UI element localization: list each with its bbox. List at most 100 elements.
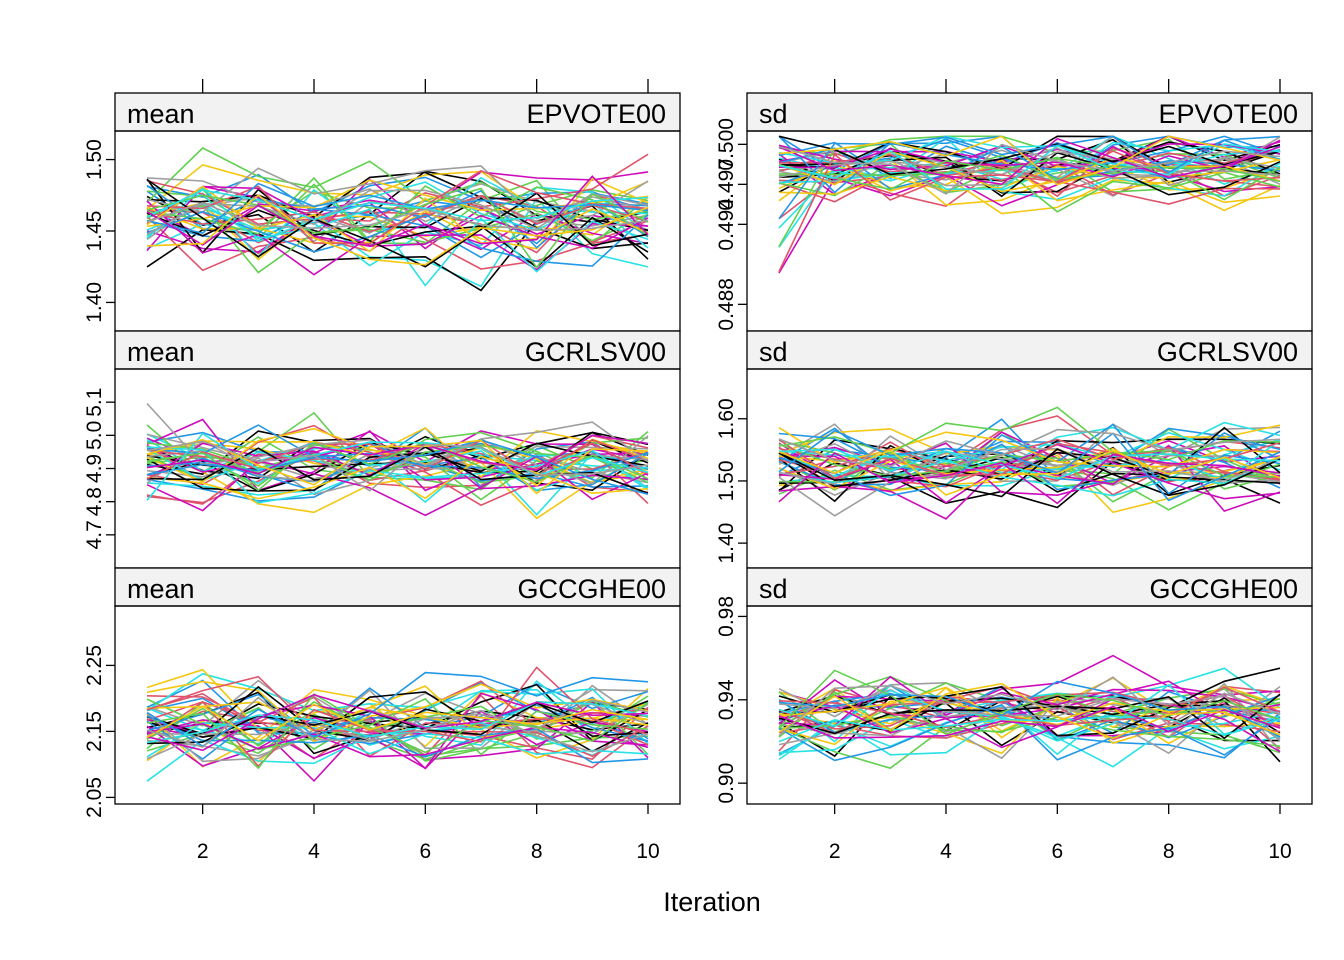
series-line [146,696,649,753]
series-line [778,715,1281,743]
series-group [778,135,1281,274]
series-line [778,143,1281,195]
x-tick-label: 10 [1268,840,1291,863]
panel-mean-epvote00: mean EPVOTE00 1.40 1.45 1.50 [83,79,681,332]
y-tick-label: 4.9 [83,454,106,483]
panel-frame [746,605,1313,805]
strip-stat-label: sd [759,337,788,367]
series-group [778,654,1281,770]
series-group [778,406,1281,520]
x-axis-label: Iteration [663,887,761,917]
strip-stat-label: sd [759,574,788,604]
y-tick-label: 0.90 [715,763,738,804]
series-line [778,158,1281,204]
y-tick-label: 1.60 [715,398,738,439]
series-line [146,189,649,222]
strip-mean-gccghe00 [114,567,681,607]
series-line [778,150,1281,272]
y-tick-label: 0.497 [715,158,738,211]
y-tick-label: 1.50 [715,461,738,502]
series-line [778,452,1281,505]
strip-stat-label: mean [127,337,195,367]
series-line [146,442,649,492]
series-line [146,685,649,742]
series-line [146,178,649,268]
series-line [146,722,649,758]
series-line [146,671,649,748]
y-tick-label: 5.0 [83,421,106,450]
series-line [146,446,649,504]
series-line [778,427,1281,468]
series-line [146,187,649,269]
series-line [778,676,1281,737]
y-tick-label: 2.05 [83,777,106,818]
series-line [146,182,649,234]
strip-variable-label: EPVOTE00 [526,99,666,129]
series-line [778,693,1281,721]
y-tick-label: 0.488 [715,278,738,331]
series-line [146,694,649,752]
x-tick-label: 2 [197,840,209,863]
series-line [778,157,1281,191]
series-line [146,169,649,245]
y-tick-label: 2.25 [83,645,106,686]
series-line [778,448,1281,498]
strip-stat-label: mean [127,574,195,604]
series-line [146,703,649,742]
panel-sd-gccghe00: sd GCCGHE00 0.90 0.94 0.98 [715,567,1313,805]
strip-mean-epvote00 [114,92,681,132]
series-line [778,443,1281,478]
panel-grid: mean EPVOTE00 1.40 1.45 1.50 sd EPVOTE00 0.488 0… [83,79,1313,818]
strip-sd-gcrlsv00 [746,330,1313,370]
strip-variable-label: GCCGHE00 [1149,574,1298,604]
y-tick-label: 4.8 [83,487,106,516]
series-line [778,431,1281,478]
series-line [778,143,1281,191]
x-tick-label: 6 [419,840,431,863]
strip-sd-gccghe00 [746,567,1313,607]
y-tick-label: 1.50 [83,139,106,180]
x-tick-label: 8 [531,840,543,863]
y-tick-label: 0.494 [715,198,738,251]
y-tick-label: 0.94 [715,679,738,720]
y-tick-label: 1.45 [83,211,106,252]
series-line [778,703,1281,762]
series-line [778,448,1281,480]
y-tick-label: 4.7 [83,520,106,549]
series-line [778,429,1281,502]
series-line [778,449,1281,496]
y-tick-label: 0.98 [715,596,738,637]
series-group [146,402,649,520]
x-tick-label: 2 [829,840,841,863]
strip-mean-gcrlsv00 [114,330,681,370]
strip-variable-label: GCCGHE00 [517,574,666,604]
y-tick-label: 1.40 [715,523,738,564]
strip-variable-label: EPVOTE00 [1158,99,1298,129]
y-tick-label: 5.1 [83,388,106,417]
series-line [146,434,649,475]
series-line [778,667,1281,737]
x-tick-label: 6 [1051,840,1063,863]
x-tick-label: 8 [1163,840,1175,863]
series-line [778,451,1281,488]
y-tick-label: 2.15 [83,711,106,752]
series-line [146,189,649,236]
series-line [146,668,649,739]
series-line [146,442,649,480]
series-line [146,175,649,248]
series-line [778,698,1281,753]
series-line [778,421,1281,480]
x-tick-label: 4 [940,840,952,863]
series-line [778,438,1281,481]
series-line [146,692,649,770]
series-line [146,194,649,266]
series-line [146,185,649,250]
panel-sd-gcrlsv00: sd GCRLSV00 1.40 1.50 1.60 [715,330,1313,569]
series-line [146,679,649,735]
strip-variable-label: GCRLSV00 [525,337,666,367]
series-line [146,449,649,520]
series-line [778,694,1281,746]
strip-stat-label: sd [759,99,788,129]
y-tick-label: 1.40 [83,282,106,323]
